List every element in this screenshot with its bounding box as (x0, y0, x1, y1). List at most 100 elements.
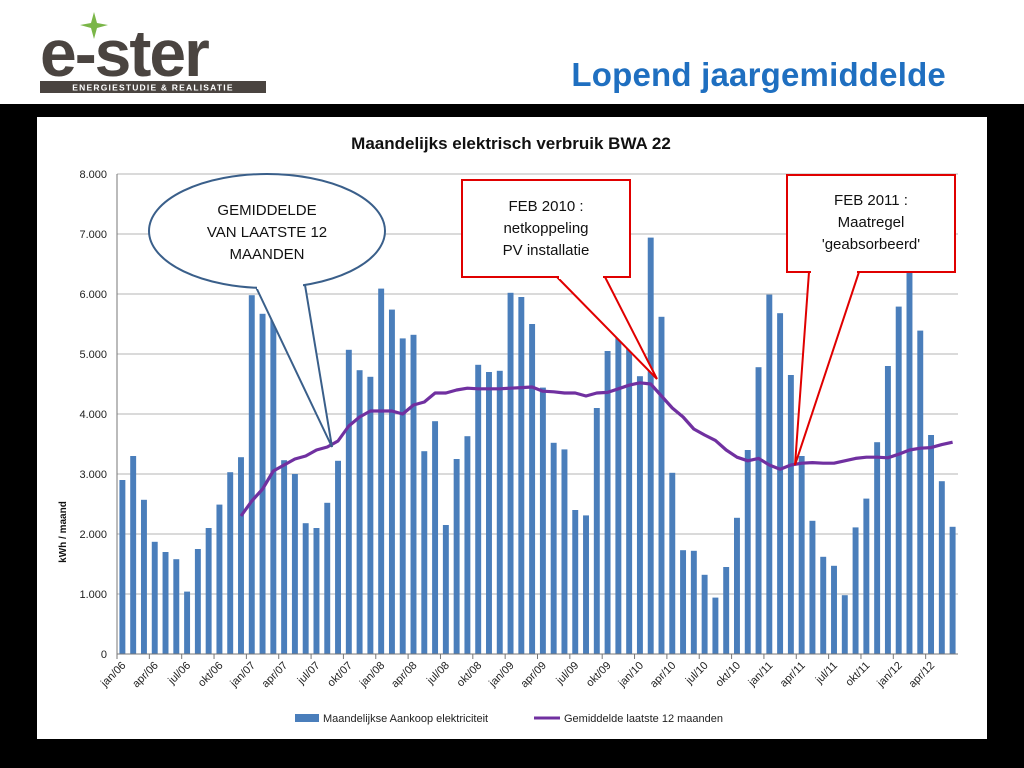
bar (636, 376, 643, 654)
bar (658, 316, 665, 654)
bar (938, 481, 945, 654)
x-tick-label: jan/12 (874, 660, 904, 690)
bar (604, 351, 611, 654)
bar (734, 517, 740, 654)
x-tick-label: jan/10 (616, 660, 646, 690)
average-line (239, 381, 953, 517)
x-tick-label: apr/12 (907, 660, 938, 691)
bar (787, 375, 794, 654)
bar (744, 450, 751, 654)
bar (464, 436, 471, 654)
x-tick-label: okt/07 (325, 660, 355, 690)
callout-text: GEMIDDELDE (217, 202, 316, 219)
x-tick-label: jul/07 (295, 660, 323, 688)
bar (281, 460, 288, 654)
x-tick-label: okt/09 (584, 660, 614, 690)
bar (173, 559, 180, 654)
bar (356, 370, 363, 654)
bar (539, 387, 546, 654)
bar (529, 324, 536, 654)
bar (507, 292, 514, 654)
y-tick-label: 7.000 (79, 229, 107, 241)
bar (723, 567, 730, 654)
bar (291, 474, 298, 654)
bar (367, 376, 374, 654)
bar (216, 504, 223, 654)
bar (906, 252, 913, 654)
bar (194, 549, 201, 654)
bar (227, 472, 234, 654)
bar (496, 370, 503, 654)
bar (874, 442, 881, 654)
y-tick-label: 0 (101, 649, 107, 661)
bar (130, 456, 137, 654)
callout-text: FEB 2011 : (834, 192, 908, 209)
bar (238, 457, 244, 654)
bar (917, 330, 924, 654)
x-tick-label: apr/11 (778, 660, 808, 690)
x-tick-label: apr/09 (518, 660, 549, 691)
x-tick-label: jan/07 (228, 660, 258, 690)
bar (852, 527, 859, 654)
callout-seam-cover (559, 273, 603, 279)
callout-box (461, 179, 631, 278)
bar (680, 550, 687, 654)
x-tick-label: jul/11 (813, 660, 840, 687)
chart-title: Maandelijks elektrisch verbruik BWA 22 (351, 134, 671, 153)
bar (518, 297, 525, 654)
slide-header: e-ster ENERGIESTUDIE & REALISATIE Lopend… (0, 0, 1024, 104)
bar (345, 349, 352, 654)
bar (949, 526, 956, 654)
bar (313, 528, 320, 654)
star-icon (80, 12, 108, 39)
x-tick-label: apr/07 (260, 660, 291, 691)
bar (572, 510, 579, 654)
callout-text: netkoppeling (503, 220, 588, 237)
usage-chart: 0 1.000 2.000 3.000 4.000 5.000 6.000 7.000 8.00… (58, 134, 958, 725)
bar (831, 565, 837, 654)
slide-title: Lopend jaargemiddelde (571, 56, 946, 93)
bar (324, 502, 331, 654)
x-tick-label: okt/06 (196, 660, 226, 690)
bar (399, 338, 406, 654)
callout-seam-cover (257, 279, 303, 289)
y-tick-label: 2.000 (79, 529, 107, 541)
y-tick-label: 6.000 (79, 289, 107, 301)
bar (669, 472, 676, 654)
bar (432, 421, 439, 654)
x-tick-label: jan/11 (746, 660, 776, 690)
callout-text: 'geabsorbeerd' (822, 236, 920, 253)
bar (593, 408, 600, 654)
x-tick-label: jul/06 (165, 660, 193, 688)
x-tick-label: jan/08 (357, 660, 387, 690)
legend-label-bar: Maandelijkse Aankoop elektriciteit (323, 713, 488, 725)
bar (809, 520, 816, 654)
bar (378, 288, 385, 654)
bar (140, 499, 147, 654)
callout-pointer (794, 271, 861, 466)
y-tick-label: 8.000 (79, 169, 107, 181)
callout-text: FEB 2010 : (508, 198, 583, 215)
logo-tagline: ENERGIESTUDIE & REALISATIE (72, 83, 233, 93)
bar (486, 372, 492, 654)
x-tick-label: okt/08 (455, 660, 485, 690)
bar (766, 294, 773, 654)
bar (248, 295, 255, 654)
x-tick-label: jul/09 (554, 660, 582, 688)
y-tick-label: 3.000 (79, 469, 107, 481)
bar (928, 435, 935, 654)
y-axis-label: kWh / maand (58, 501, 69, 563)
bar (701, 574, 708, 654)
callout-text: Maatregel (838, 214, 905, 231)
callout-seam-cover (811, 268, 857, 274)
bar (388, 309, 395, 654)
bar (615, 321, 622, 654)
bar (270, 303, 277, 654)
bar (162, 552, 169, 654)
chart-panel: 0 1.000 2.000 3.000 4.000 5.000 6.000 7.000 8.00… (37, 117, 987, 739)
x-tick-label: okt/11 (843, 660, 872, 689)
legend-swatch-bar (295, 714, 319, 722)
bar (647, 237, 654, 654)
bar (561, 449, 568, 654)
y-tick-label: 5.000 (79, 349, 107, 361)
